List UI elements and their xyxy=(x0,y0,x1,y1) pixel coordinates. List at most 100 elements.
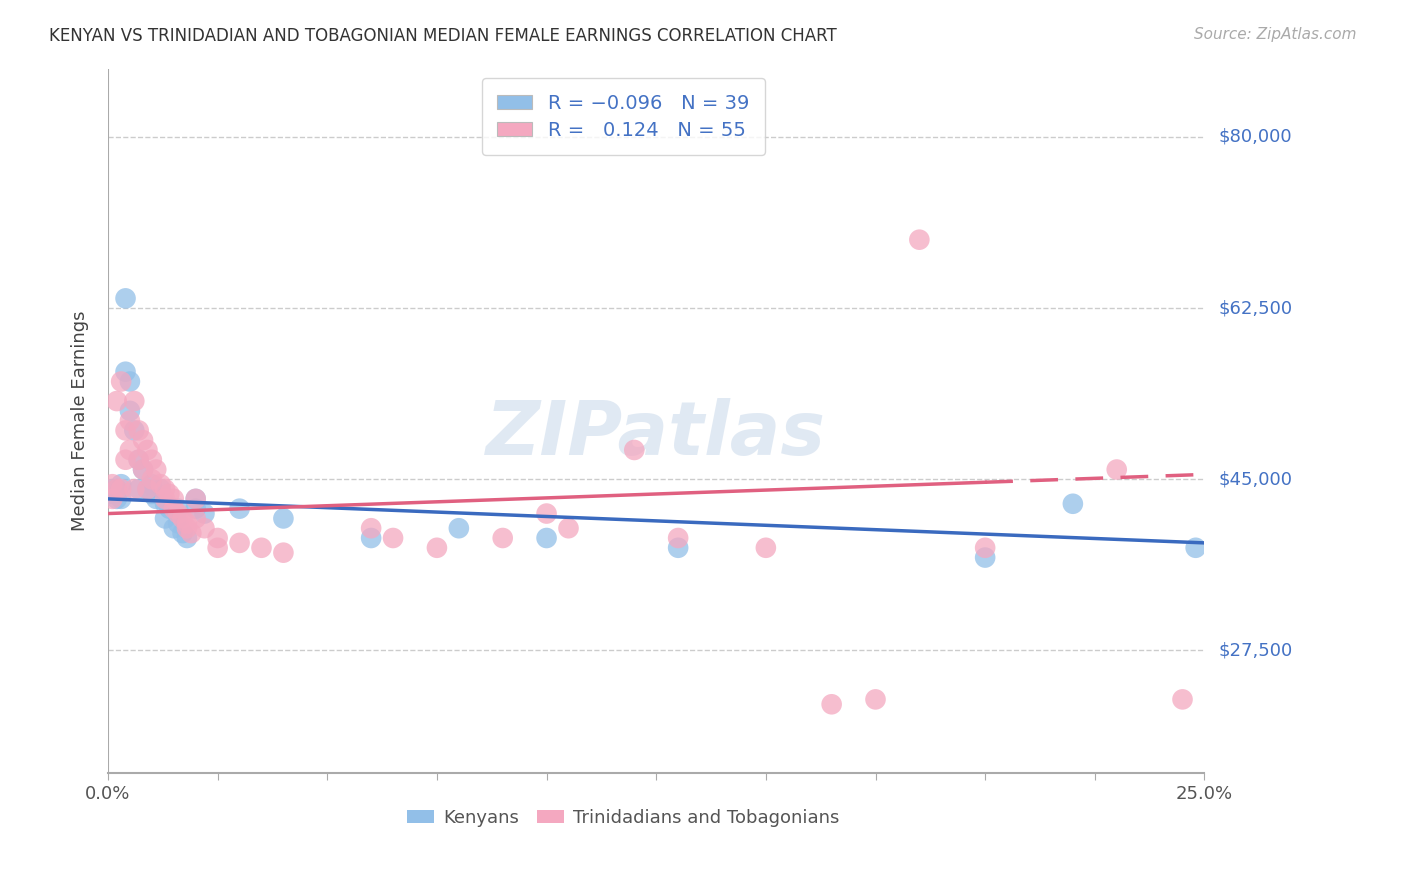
Point xyxy=(153,482,176,496)
Point xyxy=(536,531,558,545)
Point xyxy=(141,487,163,501)
Point xyxy=(114,365,136,379)
Point xyxy=(360,531,382,545)
Point xyxy=(623,442,645,457)
Point xyxy=(136,442,159,457)
Point xyxy=(1105,462,1128,476)
Point xyxy=(114,424,136,438)
Text: $45,000: $45,000 xyxy=(1219,470,1292,488)
Point xyxy=(666,531,689,545)
Text: $62,500: $62,500 xyxy=(1219,299,1292,318)
Point xyxy=(153,491,176,506)
Point xyxy=(273,546,295,560)
Point xyxy=(193,521,215,535)
Point xyxy=(157,487,180,501)
Point xyxy=(180,526,202,541)
Point xyxy=(426,541,449,555)
Point xyxy=(360,521,382,535)
Point xyxy=(820,698,842,712)
Point xyxy=(157,501,180,516)
Point xyxy=(118,375,141,389)
Point xyxy=(118,404,141,418)
Point xyxy=(118,442,141,457)
Point xyxy=(172,511,194,525)
Point xyxy=(136,482,159,496)
Point xyxy=(193,507,215,521)
Point xyxy=(228,501,250,516)
Point xyxy=(124,424,146,438)
Point xyxy=(167,516,190,531)
Point xyxy=(865,692,887,706)
Point xyxy=(145,491,167,506)
Point xyxy=(172,526,194,541)
Point xyxy=(184,491,207,506)
Point xyxy=(118,414,141,428)
Point xyxy=(141,472,163,486)
Point xyxy=(163,491,186,506)
Point xyxy=(207,541,229,555)
Point xyxy=(447,521,470,535)
Point xyxy=(101,482,124,496)
Point xyxy=(176,531,198,545)
Point xyxy=(184,501,207,516)
Point xyxy=(1062,497,1084,511)
Point xyxy=(105,482,128,496)
Point xyxy=(105,491,128,506)
Point xyxy=(382,531,405,545)
Point xyxy=(114,452,136,467)
Point xyxy=(176,516,198,531)
Point xyxy=(110,491,132,506)
Text: $80,000: $80,000 xyxy=(1219,128,1292,146)
Point xyxy=(974,541,997,555)
Point xyxy=(141,452,163,467)
Point xyxy=(124,482,146,496)
Point xyxy=(149,482,172,496)
Point xyxy=(167,507,190,521)
Point xyxy=(128,452,150,467)
Point xyxy=(250,541,273,555)
Y-axis label: Median Female Earnings: Median Female Earnings xyxy=(72,310,89,531)
Point xyxy=(128,424,150,438)
Point xyxy=(184,511,207,525)
Point xyxy=(755,541,778,555)
Point xyxy=(273,511,295,525)
Text: ZIPatlas: ZIPatlas xyxy=(486,398,827,471)
Point xyxy=(145,462,167,476)
Point xyxy=(176,521,198,535)
Legend: Kenyans, Trinidadians and Tobagonians: Kenyans, Trinidadians and Tobagonians xyxy=(399,802,846,834)
Point xyxy=(908,233,931,247)
Point xyxy=(666,541,689,555)
Point xyxy=(101,491,124,506)
Point xyxy=(105,394,128,409)
Point xyxy=(128,452,150,467)
Point xyxy=(141,477,163,491)
Point xyxy=(114,291,136,305)
Point xyxy=(492,531,515,545)
Text: KENYAN VS TRINIDADIAN AND TOBAGONIAN MEDIAN FEMALE EARNINGS CORRELATION CHART: KENYAN VS TRINIDADIAN AND TOBAGONIAN MED… xyxy=(49,27,837,45)
Point xyxy=(163,521,186,535)
Point xyxy=(128,482,150,496)
Text: Source: ZipAtlas.com: Source: ZipAtlas.com xyxy=(1194,27,1357,42)
Point xyxy=(110,477,132,491)
Point xyxy=(124,394,146,409)
Point xyxy=(167,501,190,516)
Point xyxy=(153,511,176,525)
Point xyxy=(184,491,207,506)
Point xyxy=(153,497,176,511)
Point xyxy=(101,487,124,501)
Point xyxy=(536,507,558,521)
Point xyxy=(1184,541,1206,555)
Point xyxy=(163,501,186,516)
Point xyxy=(110,482,132,496)
Point xyxy=(1171,692,1194,706)
Point xyxy=(132,433,155,447)
Point xyxy=(149,477,172,491)
Point xyxy=(132,462,155,476)
Point xyxy=(974,550,997,565)
Point xyxy=(207,531,229,545)
Point xyxy=(101,477,124,491)
Point xyxy=(228,536,250,550)
Point xyxy=(105,482,128,496)
Point xyxy=(557,521,579,535)
Text: $27,500: $27,500 xyxy=(1219,641,1292,659)
